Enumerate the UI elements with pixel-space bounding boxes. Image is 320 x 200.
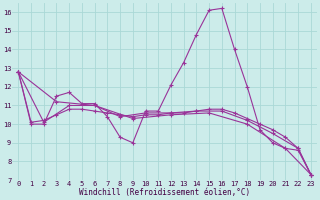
X-axis label: Windchill (Refroidissement éolien,°C): Windchill (Refroidissement éolien,°C) — [79, 188, 250, 197]
